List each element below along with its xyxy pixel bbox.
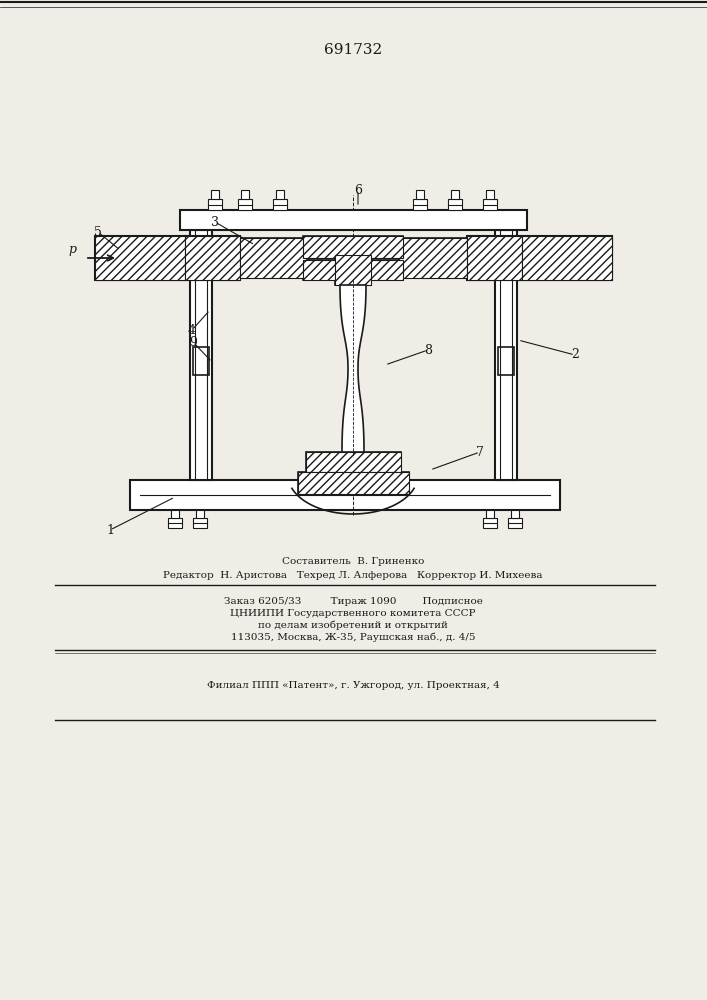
Bar <box>451 190 459 199</box>
Bar <box>185 236 240 280</box>
Bar <box>240 238 308 278</box>
Text: 1: 1 <box>106 524 114 536</box>
Text: Редактор  Н. Аристова   Техред Л. Алферова   Корректор И. Михеева: Редактор Н. Аристова Техред Л. Алферова … <box>163 570 543 580</box>
Bar <box>303 236 403 258</box>
Bar <box>483 199 497 210</box>
Bar <box>343 480 363 494</box>
Bar <box>303 260 403 280</box>
Bar <box>168 518 182 528</box>
Bar <box>196 510 204 518</box>
Bar <box>399 238 467 278</box>
Bar <box>474 248 512 270</box>
Bar <box>238 199 252 210</box>
Bar <box>486 190 494 199</box>
Bar <box>413 199 427 210</box>
Bar <box>416 190 424 199</box>
Text: р: р <box>68 243 76 256</box>
Bar <box>483 518 497 528</box>
Text: 6: 6 <box>354 184 362 196</box>
Bar <box>498 347 514 375</box>
Bar <box>306 452 401 472</box>
Bar <box>467 236 522 280</box>
Text: 113035, Москва, Ж-35, Раушская наб., д. 4/5: 113035, Москва, Ж-35, Раушская наб., д. … <box>230 633 475 642</box>
Text: Заказ 6205/33         Тираж 1090        Подписное: Заказ 6205/33 Тираж 1090 Подписное <box>223 597 482 606</box>
Bar <box>508 518 522 528</box>
Bar <box>522 236 612 280</box>
Bar <box>180 210 527 230</box>
Bar <box>303 236 403 258</box>
Text: по делам изобретений и открытий: по делам изобретений и открытий <box>258 621 448 630</box>
Bar <box>185 236 240 280</box>
Bar <box>306 452 401 472</box>
Bar <box>95 236 185 280</box>
Bar <box>522 236 612 280</box>
Bar <box>211 190 219 199</box>
Bar <box>95 236 185 280</box>
Bar <box>193 518 207 528</box>
Bar <box>448 199 462 210</box>
Bar <box>273 199 287 210</box>
Bar <box>193 347 209 375</box>
Bar <box>511 510 519 518</box>
Bar <box>208 199 222 210</box>
Bar <box>335 255 371 285</box>
Text: 9: 9 <box>189 336 197 349</box>
Bar <box>486 510 494 518</box>
Text: 691732: 691732 <box>324 43 382 57</box>
Text: 2: 2 <box>571 349 579 361</box>
Bar <box>240 238 308 278</box>
Bar <box>192 248 230 270</box>
Text: Филиал ППП «Патент», г. Ужгород, ул. Проектная, 4: Филиал ППП «Патент», г. Ужгород, ул. Про… <box>206 680 499 690</box>
Text: 4: 4 <box>188 324 196 336</box>
Bar <box>399 238 467 278</box>
Bar <box>190 230 212 480</box>
Bar <box>303 260 403 280</box>
Text: 5: 5 <box>94 226 102 238</box>
Text: 8: 8 <box>424 344 432 357</box>
Bar <box>335 255 371 285</box>
Bar <box>276 190 284 199</box>
Bar <box>171 510 179 518</box>
Text: ЦНИИПИ Государственного комитета СССР: ЦНИИПИ Государственного комитета СССР <box>230 609 476 618</box>
Bar <box>298 472 409 494</box>
Text: 3: 3 <box>211 216 219 229</box>
Bar <box>130 480 560 510</box>
Bar <box>241 190 249 199</box>
Text: 7: 7 <box>476 446 484 458</box>
Bar <box>495 230 517 480</box>
Polygon shape <box>340 285 366 452</box>
Bar <box>298 472 409 494</box>
Text: Составитель  В. Гриненко: Составитель В. Гриненко <box>282 556 424 566</box>
Bar <box>467 236 522 280</box>
